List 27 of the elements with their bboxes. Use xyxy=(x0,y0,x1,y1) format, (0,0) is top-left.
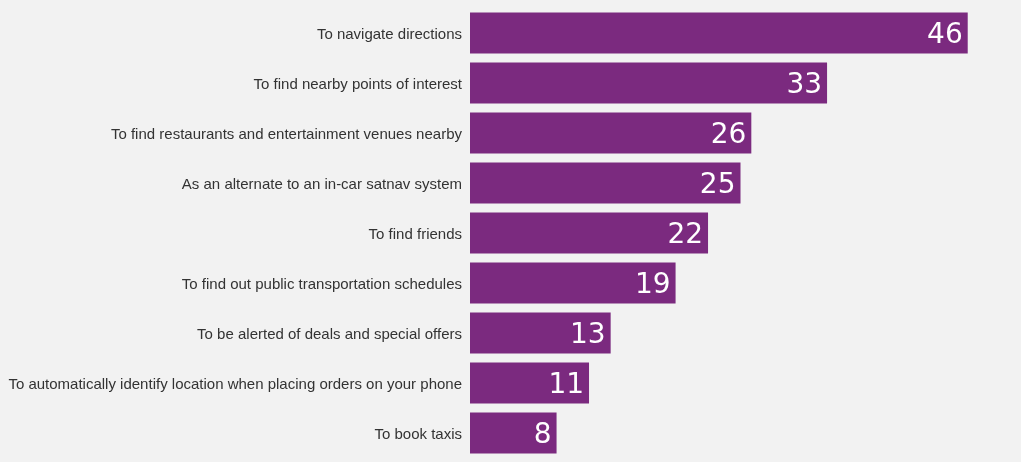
data-label: 13 xyxy=(570,316,606,350)
data-label: 11 xyxy=(548,366,585,400)
y-tick-label: To find nearby points of interest xyxy=(253,74,463,92)
y-tick-label: To automatically identify location when placing orders on your phone xyxy=(8,374,462,392)
data-label: 8 xyxy=(533,416,552,450)
bar xyxy=(470,412,557,454)
data-label: 33 xyxy=(786,66,823,100)
bar xyxy=(470,312,611,354)
bar xyxy=(470,62,828,104)
bar xyxy=(470,12,968,54)
y-tick-label: As an alternate to an in-car satnav system xyxy=(181,174,462,192)
bar xyxy=(470,212,709,254)
y-tick-label: To be alerted of deals and special offers xyxy=(197,324,462,342)
data-label: 46 xyxy=(927,16,963,50)
data-label: 26 xyxy=(710,116,747,150)
data-label: 22 xyxy=(667,216,704,250)
y-tick-label: To find restaurants and entertainment venues nearby xyxy=(110,124,463,142)
bar xyxy=(470,112,752,154)
bar xyxy=(470,362,590,404)
y-tick-label: To find friends xyxy=(368,224,462,242)
bar xyxy=(470,262,676,304)
data-label: 19 xyxy=(634,266,671,300)
data-label: 25 xyxy=(699,166,736,200)
bar xyxy=(470,162,741,204)
y-tick-label: To find out public transportation schedules xyxy=(181,274,462,292)
y-tick-label: To book taxis xyxy=(374,424,462,442)
y-tick-label: To navigate directions xyxy=(316,24,462,42)
